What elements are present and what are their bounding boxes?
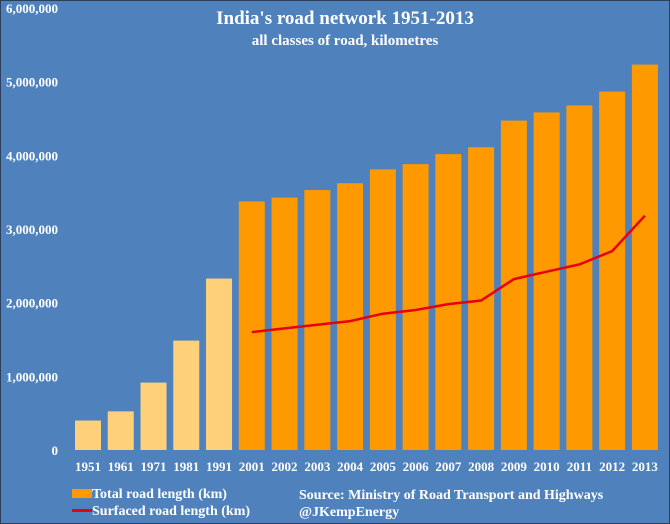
x-tick-label: 1961 xyxy=(108,459,134,474)
bar-2001 xyxy=(238,201,265,450)
bar-1951 xyxy=(75,420,101,450)
bar-1981 xyxy=(173,340,200,450)
x-tick-label: 2007 xyxy=(435,459,462,474)
legend-label-total: Total road length (km) xyxy=(92,487,227,502)
y-tick-label: 0 xyxy=(52,443,59,458)
x-tick-label: 2005 xyxy=(370,459,397,474)
x-tick-label: 2010 xyxy=(534,459,560,474)
bar-2011 xyxy=(566,105,593,450)
x-tick-label: 2011 xyxy=(567,459,592,474)
y-tick-label: 6,000,000 xyxy=(6,1,58,16)
x-tick-label: 2006 xyxy=(403,459,430,474)
legend-swatch-total xyxy=(72,489,92,498)
bar-2003 xyxy=(304,190,331,450)
y-tick-label: 4,000,000 xyxy=(6,148,58,163)
y-tick-label: 3,000,000 xyxy=(6,222,58,237)
bar-2010 xyxy=(533,112,560,450)
bar-2006 xyxy=(402,164,429,451)
x-tick-label: 2002 xyxy=(272,459,298,474)
y-tick-label: 5,000,000 xyxy=(6,75,58,90)
bar-1971 xyxy=(140,382,167,450)
x-tick-label: 1991 xyxy=(206,459,232,474)
x-tick-label: 1981 xyxy=(173,459,199,474)
surfaced-line xyxy=(251,214,646,334)
x-tick-label: 2004 xyxy=(337,459,364,474)
x-tick-label: 2009 xyxy=(501,459,528,474)
legend-label-surfaced: Surfaced road length (km) xyxy=(92,504,250,519)
y-tick-label: 2,000,000 xyxy=(6,296,58,311)
bar-2008 xyxy=(468,147,495,450)
chart-subtitle: all classes of road, kilometres xyxy=(252,33,439,49)
legend: Total road length (km) Surfaced road len… xyxy=(72,487,250,519)
x-tick-label: 2008 xyxy=(468,459,495,474)
bar-1991 xyxy=(206,278,233,450)
bar-2004 xyxy=(337,183,364,451)
x-tick-label: 1971 xyxy=(141,459,167,474)
chart-title: India's road network 1951-2013 xyxy=(216,8,474,29)
x-tick-label: 1951 xyxy=(75,459,101,474)
x-tick-label: 2012 xyxy=(599,459,625,474)
bar-2002 xyxy=(271,197,298,450)
bar-2013 xyxy=(631,64,658,450)
bar-2005 xyxy=(369,169,396,450)
credit-note: @JKempEnergy xyxy=(299,505,399,520)
x-tick-label: 2001 xyxy=(239,459,265,474)
y-tick-label: 1,000,000 xyxy=(6,369,58,384)
x-tick-label: 2013 xyxy=(632,459,659,474)
bar-1961 xyxy=(107,411,134,450)
legend-swatch-surfaced xyxy=(72,509,92,512)
x-tick-label: 2003 xyxy=(304,459,331,474)
bar-2012 xyxy=(599,91,626,450)
source-note: Source: Ministry of Road Transport and H… xyxy=(299,488,604,503)
